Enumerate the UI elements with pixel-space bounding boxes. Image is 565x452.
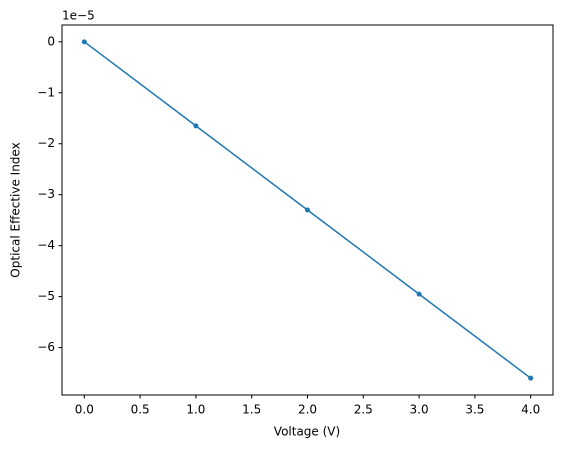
x-tick-label: 3.0 (410, 403, 429, 417)
x-tick-label: 0.0 (75, 403, 94, 417)
y-tick-label: −5 (37, 289, 55, 303)
y-tick-label: −4 (37, 238, 55, 252)
point (528, 375, 534, 381)
x-tick-label: 0.5 (131, 403, 150, 417)
point (305, 207, 310, 213)
y-tick-label: −6 (37, 340, 55, 354)
y-tick-label: 0 (47, 34, 55, 48)
y-tick-label: −1 (37, 85, 55, 99)
y-tick-label: −2 (37, 136, 55, 150)
y-offset-label: 1e−5 (62, 9, 95, 23)
x-tick-label: 2.0 (298, 403, 317, 417)
y-tick-label: −3 (37, 187, 55, 201)
x-axis-label: Voltage (V) (274, 425, 340, 439)
x-tick-label: 2.5 (354, 403, 373, 417)
x-tick-label: 1.5 (242, 403, 261, 417)
point (81, 39, 87, 45)
x-tick-label: 4.0 (521, 403, 540, 417)
x-tick-label: 3.5 (465, 403, 484, 417)
x-tick-label: 1.0 (186, 403, 205, 417)
point (193, 123, 199, 129)
y-axis-label: Optical Effective Index (9, 142, 23, 277)
point (416, 291, 422, 297)
